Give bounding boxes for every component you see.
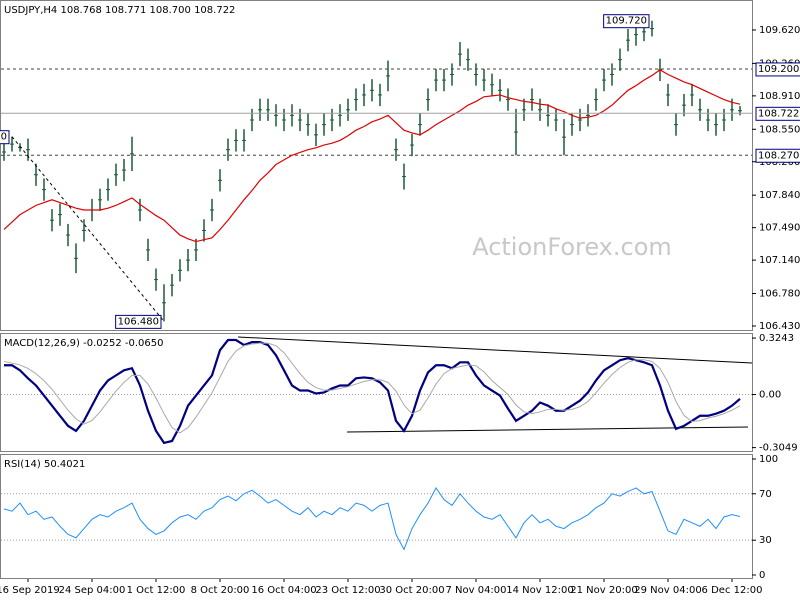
- annotation: 106.480: [118, 316, 159, 327]
- annotation: 470: [0, 132, 7, 143]
- y-tick-label: 106.780: [759, 289, 800, 300]
- level-label-box: [755, 62, 800, 77]
- trendline: [237, 336, 753, 364]
- x-tick-label: 1 Oct 12:00: [127, 585, 186, 596]
- annotation: 109.720: [606, 16, 647, 27]
- y-tick-label: 106.430: [759, 321, 800, 332]
- y-tick-label: 100: [759, 454, 778, 465]
- indicator-line: [3, 487, 741, 551]
- y-tick-label: 0.3243: [759, 333, 794, 344]
- x-tick-label: 29 Nov 04:00: [634, 585, 701, 596]
- y-tick-label: 0: [759, 570, 765, 581]
- y-tick-label: 30: [759, 535, 772, 546]
- annotation-box: [603, 14, 650, 29]
- level-label: 109.200: [758, 64, 799, 75]
- panel-title: USDJPY,H4 108.768 108.771 108.700 108.72…: [4, 5, 235, 16]
- moving-average: [3, 69, 741, 243]
- indicator-line: [3, 342, 741, 434]
- x-tick-label: 30 Oct 20:00: [379, 585, 444, 596]
- y-tick-label: 107.140: [759, 255, 800, 266]
- annotation-box: [115, 314, 162, 329]
- panel-frame: [0, 333, 753, 452]
- x-tick-label: 16 Sep 2019: [0, 585, 60, 596]
- level-label-box: [755, 148, 800, 163]
- y-tick-label: 109.620: [759, 25, 800, 36]
- x-tick-label: 23 Oct 12:00: [315, 585, 380, 596]
- y-tick-label: 70: [759, 489, 772, 500]
- x-tick-label: 16 Oct 04:00: [251, 585, 316, 596]
- x-tick-label: 24 Sep 04:00: [59, 585, 126, 596]
- indicator-line: [4, 338, 741, 445]
- panel-title: MACD(12,26,9) -0.0252 -0.0650: [4, 338, 164, 349]
- x-tick-label: 21 Nov 20:00: [570, 585, 637, 596]
- y-tick-label: 107.840: [759, 190, 800, 201]
- annotation-box: [0, 130, 10, 145]
- watermark: ActionForex.com: [472, 233, 672, 261]
- last-price-label: 108.722: [758, 108, 799, 119]
- x-tick-label: 7 Nov 04:00: [445, 585, 506, 596]
- x-tick-label: 6 Dec 12:00: [702, 585, 763, 596]
- panel-frame: [0, 454, 753, 579]
- level-label: 108.270: [758, 150, 799, 161]
- swing-line: [11, 136, 165, 322]
- y-tick-label: 0.00: [759, 390, 781, 401]
- y-tick-label: 108.910: [759, 91, 800, 102]
- panel-title: RSI(14) 50.4021: [4, 459, 85, 470]
- y-tick-label: 108.550: [759, 124, 800, 135]
- x-tick-label: 8 Oct 20:00: [191, 585, 250, 596]
- y-tick-label: 107.490: [759, 223, 800, 234]
- panel-frame: [0, 0, 753, 331]
- x-tick-label: 14 Nov 12:00: [506, 585, 573, 596]
- last-price-label-box: [755, 106, 800, 121]
- y-tick-label: -0.3049: [759, 443, 798, 454]
